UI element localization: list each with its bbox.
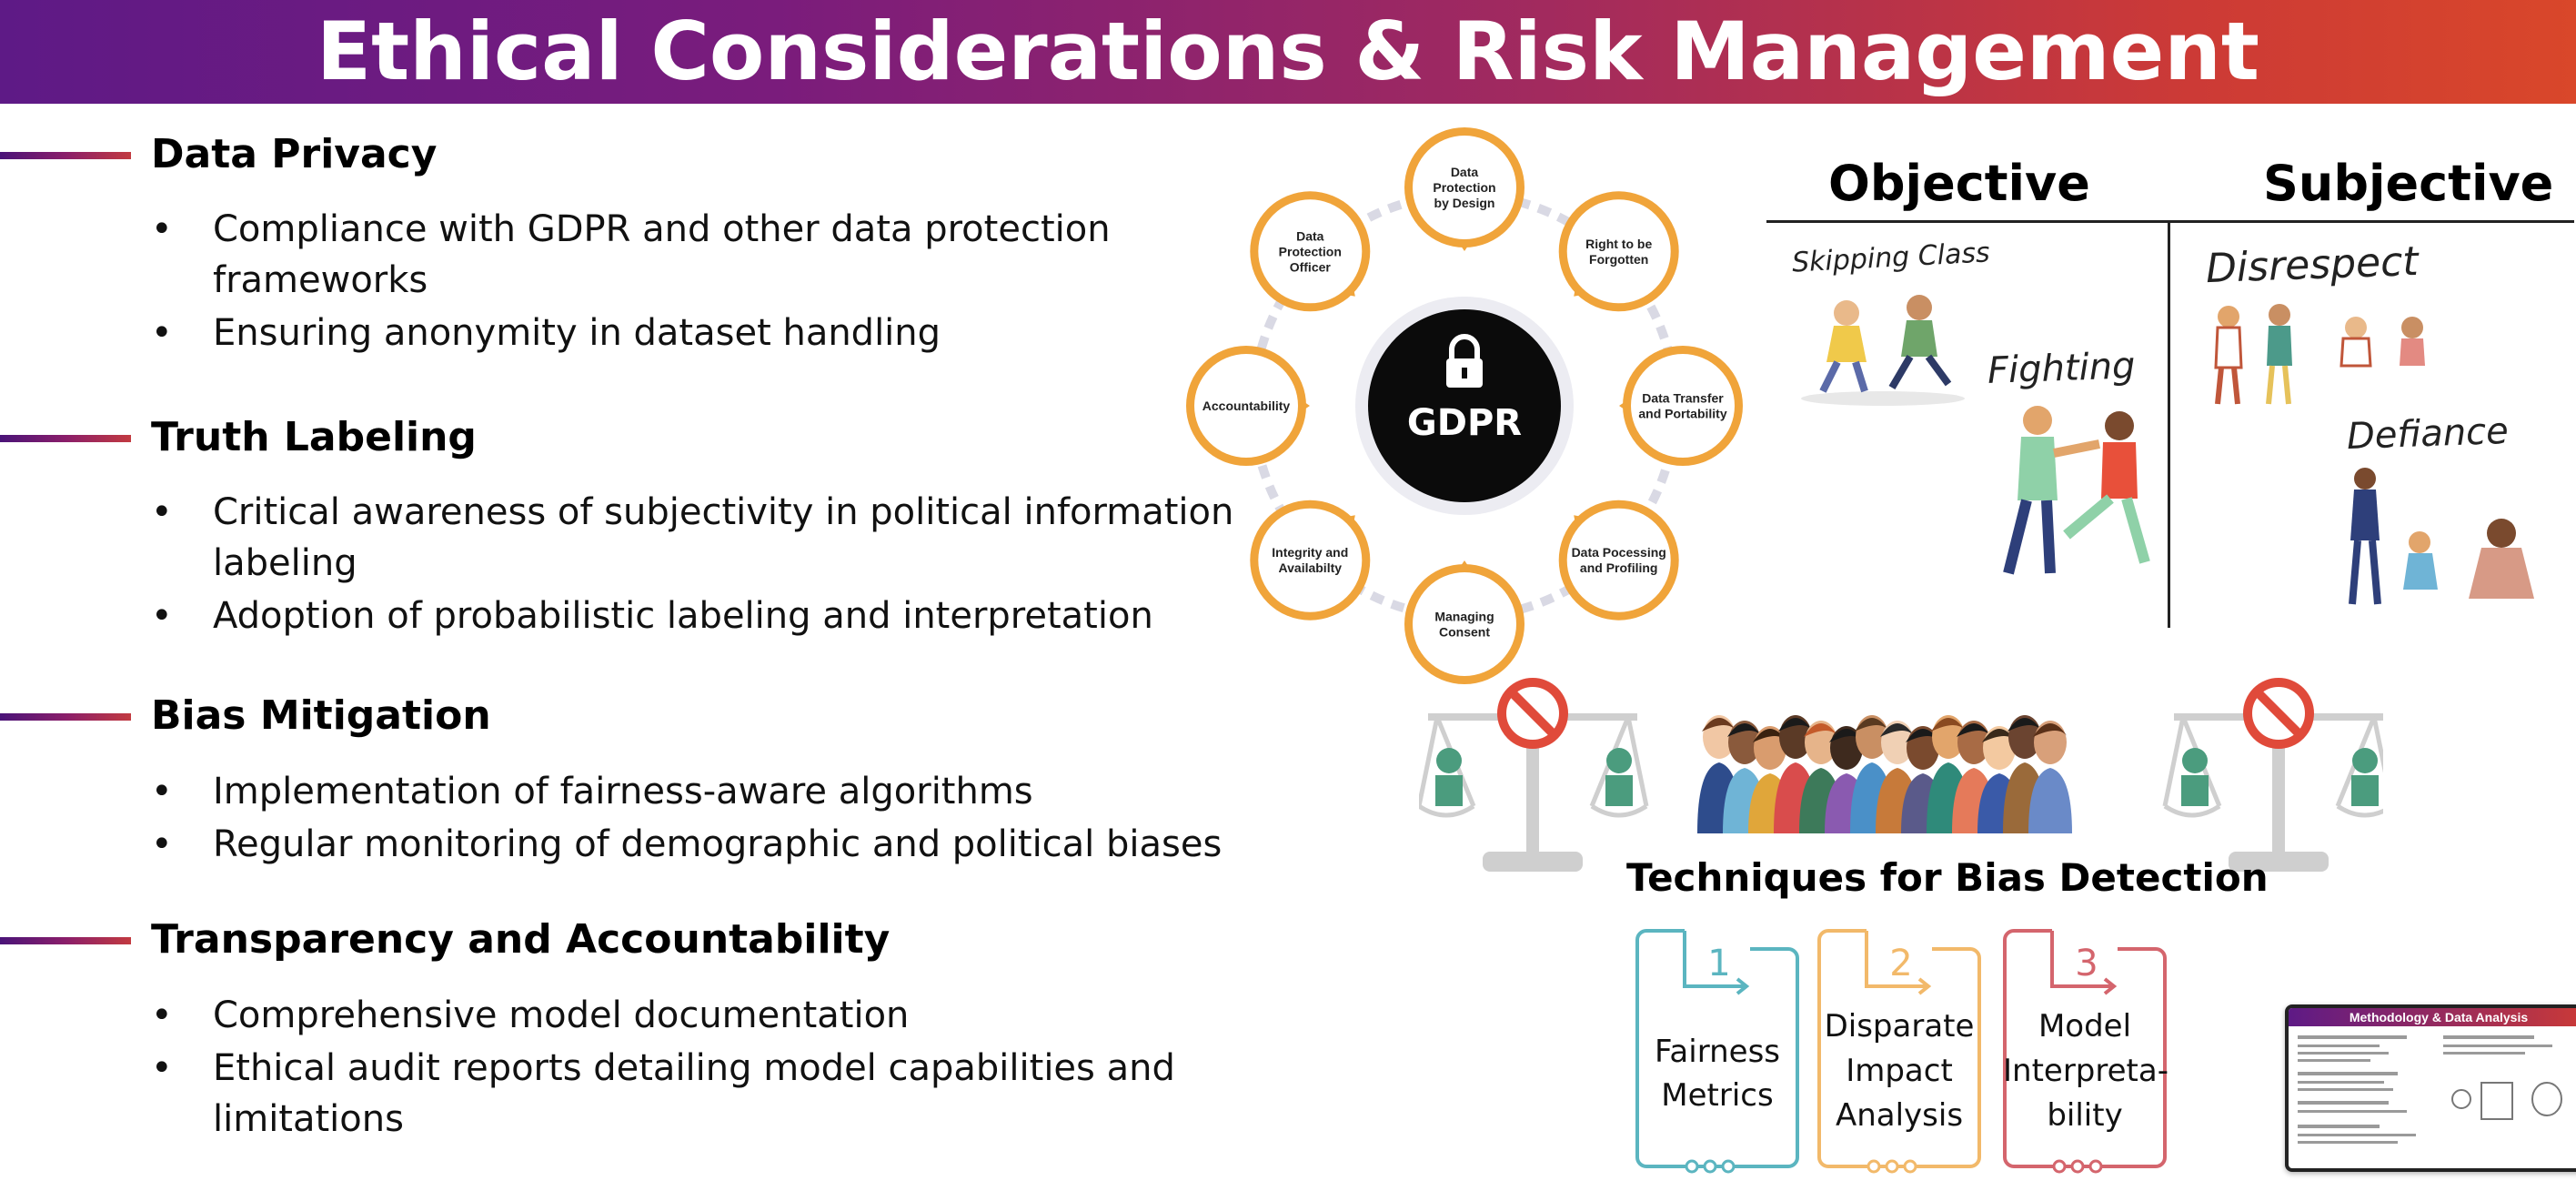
section-title: Bias Mitigation — [151, 692, 491, 739]
technique-label-line: bility — [2047, 1097, 2123, 1134]
objective-heading: Objective — [1828, 155, 2090, 212]
slide-title: Ethical Considerations & Risk Management — [317, 5, 2259, 98]
technique-card-interpretability: 3 Model Interpreta- bility — [2003, 928, 2168, 1174]
gdpr-node: Accountability — [1186, 346, 1310, 466]
slide-header: Ethical Considerations & Risk Management — [0, 0, 2576, 104]
gdpr-node-label: and Profiling — [1580, 560, 1658, 575]
technique-label-line: Impact — [1846, 1053, 1953, 1089]
defiance-illustration — [2349, 468, 2534, 605]
subjective-heading: Subjective — [2263, 155, 2554, 212]
section-accent-bar — [0, 435, 131, 442]
gdpr-center-label: GDPR — [1407, 402, 1522, 444]
gdpr-center-disc — [1368, 309, 1561, 502]
fighting-label: Fighting — [1987, 345, 2137, 392]
gdpr-node-label: Accountability — [1202, 399, 1291, 413]
bias-scales-illustration — [1419, 678, 2383, 872]
section-title: Truth Labeling — [151, 414, 477, 460]
bullet-item: Ensuring anonymity in dataset handling — [151, 308, 1241, 358]
lock-icon — [1446, 334, 1483, 388]
technique-card-fairness: 1 Fairness Metrics — [1635, 928, 1799, 1174]
gdpr-node-label: Data Transfer — [1642, 391, 1724, 406]
no-sign-icon — [2243, 678, 2314, 749]
technique-number: 1 — [1707, 943, 1730, 984]
section-title: Transparency and Accountability — [151, 916, 891, 963]
bullet-list: Implementation of fairness-aware algorit… — [151, 766, 1241, 872]
bullet-list: Comprehensive model documentation Ethica… — [151, 990, 1241, 1146]
thumbnail-title: Methodology & Data Analysis — [2289, 1008, 2576, 1026]
technique-label-line: Interpreta- — [2003, 1053, 2168, 1089]
bullet-item: Compliance with GDPR and other data prot… — [151, 204, 1241, 306]
gdpr-node-label: Protection — [1279, 244, 1342, 258]
technique-label-line: Model — [2038, 1008, 2132, 1045]
gdpr-node-label: Availabilty — [1279, 560, 1343, 575]
gdpr-node-label: by Design — [1434, 196, 1495, 210]
technique-label-line: Disparate — [1824, 1008, 1975, 1045]
thumbnail-content — [2298, 1035, 2562, 1144]
defiance-label: Defiance — [2346, 409, 2510, 459]
technique-card-disparate-impact: 2 Disparate Impact Analysis — [1817, 928, 1981, 1174]
bullet-item: Ethical audit reports detailing model ca… — [151, 1043, 1241, 1145]
section-accent-bar — [0, 152, 131, 159]
disrespect-illustration — [2214, 304, 2425, 405]
no-sign-icon — [1497, 678, 1568, 749]
technique-frame: 3 — [2003, 929, 2167, 1174]
bullet-list: Critical awareness of subjectivity in po… — [151, 487, 1241, 643]
gdpr-node-label: Managing — [1434, 610, 1494, 624]
section-accent-bar — [0, 937, 131, 944]
skipping-class-label: Skipping Class — [1791, 237, 1991, 279]
bullet-item: Comprehensive model documentation — [151, 990, 1241, 1041]
gdpr-wheel: Data Protection by Design Right to be Forgot… — [1173, 115, 1756, 697]
technique-label-line: Fairness — [1655, 1034, 1780, 1070]
gdpr-node-label: and Portability — [1638, 407, 1726, 421]
technique-label-line: Metrics — [1661, 1077, 1774, 1114]
skipping-class-illustration — [1801, 295, 1965, 406]
technique-frame: 2 — [1817, 929, 1981, 1174]
section-title: Data Privacy — [151, 131, 438, 177]
bullet-list: Compliance with GDPR and other data prot… — [151, 204, 1241, 360]
section-accent-bar — [0, 713, 131, 721]
gdpr-node-label: Consent — [1439, 625, 1490, 640]
gdpr-node-label: Right to be — [1585, 237, 1652, 251]
fighting-illustration — [2003, 406, 2150, 575]
diverse-crowd-illustration — [1697, 715, 2072, 833]
technique-label-line: Analysis — [1835, 1097, 1964, 1134]
technique-number: 2 — [1889, 943, 1912, 984]
technique-number: 3 — [2075, 943, 2098, 984]
bullet-item: Implementation of fairness-aware algorit… — [151, 766, 1241, 817]
bullet-item: Adoption of probabilistic labeling and i… — [151, 590, 1241, 641]
technique-frame: 1 — [1635, 929, 1799, 1174]
gdpr-node-label: Data Pocessing — [1572, 545, 1666, 560]
slide-thumbnail[interactable]: Methodology & Data Analysis — [2285, 1004, 2576, 1172]
gdpr-node-label: Data — [1451, 165, 1479, 179]
gdpr-node-label: Forgotten — [1589, 252, 1648, 267]
header-rule — [1766, 220, 2574, 223]
disrespect-label: Disrespect — [2205, 237, 2420, 293]
bias-detection-title: Techniques for Bias Detection — [1626, 855, 2269, 900]
gdpr-node-label: Officer — [1290, 259, 1332, 274]
behavior-comparison: Objective Subjective Skipping Class Figh… — [1765, 155, 2576, 628]
gdpr-node-label: Integrity and — [1272, 545, 1348, 560]
gdpr-node-label: Protection — [1433, 180, 1495, 195]
column-divider — [2168, 220, 2170, 628]
bullet-item: Regular monitoring of demographic and po… — [151, 819, 1241, 870]
bullet-item: Critical awareness of subjectivity in po… — [151, 487, 1241, 589]
gdpr-node-label: Data — [1296, 228, 1324, 243]
